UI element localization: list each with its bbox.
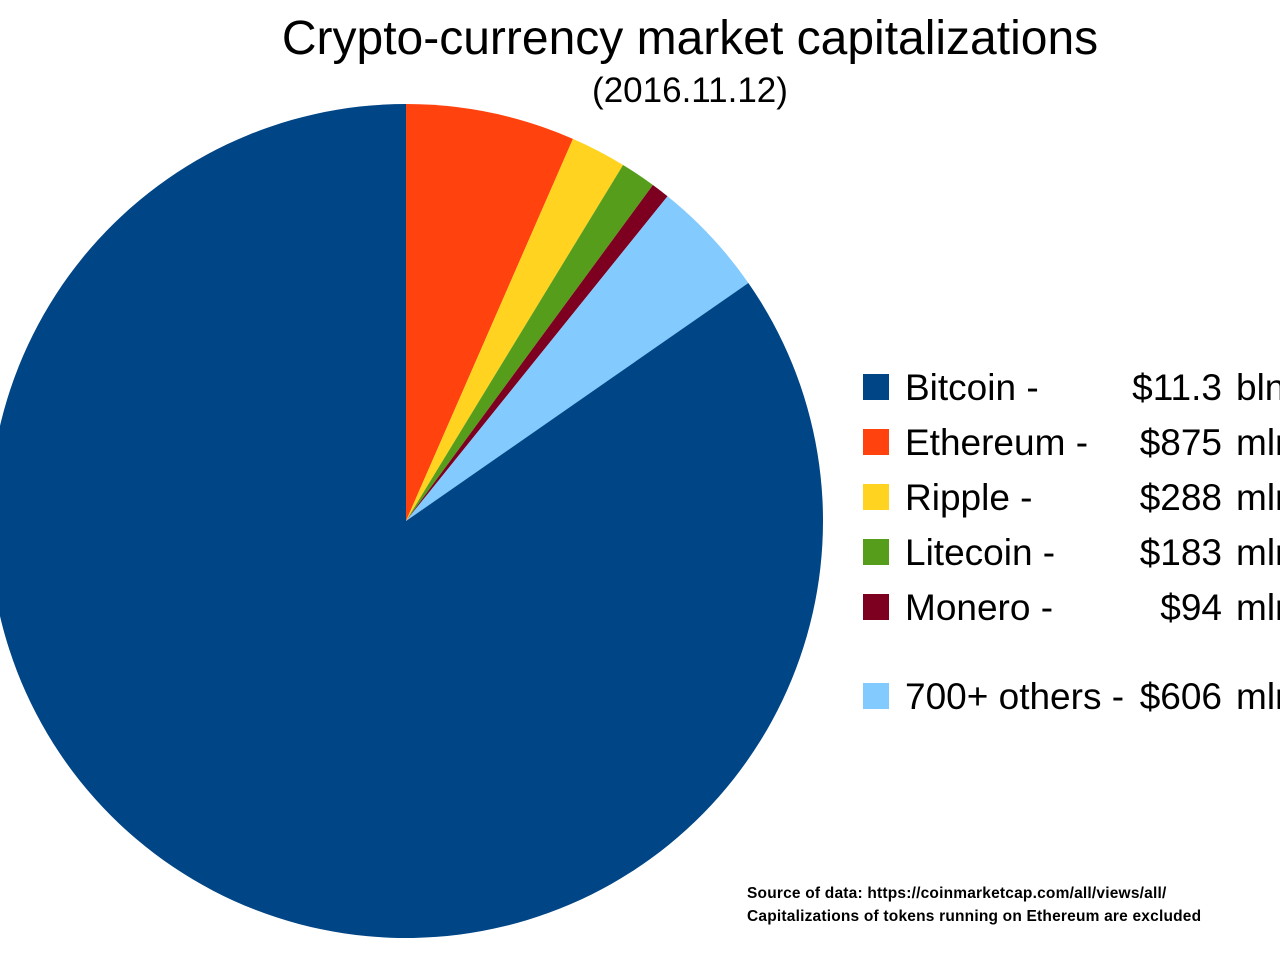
legend-label-700-others: 700+ others -: [905, 676, 1125, 717]
legend-value-litecoin: $183: [1139, 532, 1222, 573]
source-line-2: Capitalizations of tokens running on Eth…: [747, 908, 1202, 925]
legend-item-bitcoin: $11.3 Bitcoin - bln: [850, 360, 1280, 415]
legend-unit-litecoin: mln: [1236, 532, 1280, 573]
source-line-1: Source of data: https://coinmarketcap.co…: [747, 885, 1167, 902]
legend-value-ripple: $288: [1139, 477, 1222, 518]
legend-swatch-bitcoin: [863, 374, 889, 400]
chart-subtitle: (2016.11.12): [592, 71, 788, 110]
legend-value-ethereum: $875: [1139, 422, 1222, 463]
legend-label-monero: Monero -: [905, 587, 1054, 628]
pie-slice-litecoin: [406, 164, 653, 521]
legend-unit-ethereum: mln: [1236, 422, 1280, 463]
legend-unit-bitcoin: bln: [1236, 367, 1280, 408]
pie-slice-ethereum: [406, 104, 573, 521]
legend-item-700-others: $606 700+ others - mln: [850, 669, 1280, 724]
source-note: Source of data: https://coinmarketcap.co…: [747, 882, 1201, 928]
legend-swatch-ripple: [863, 484, 889, 510]
pie-slice-700-others: [406, 196, 749, 521]
legend-swatch-ethereum: [863, 429, 889, 455]
legend-item-ethereum: $875 Ethereum - mln: [850, 415, 1280, 470]
legend-swatch-monero: [863, 594, 889, 620]
legend-unit-monero: mln: [1236, 587, 1280, 628]
legend-label-ripple: Ripple -: [905, 477, 1033, 518]
legend-value-700-others: $606: [1139, 676, 1222, 717]
legend-value-bitcoin: $11.3: [1132, 367, 1222, 408]
legend-swatch-litecoin: [863, 539, 889, 565]
chart-header: Crypto-currency market capitalizations (…: [100, 13, 1280, 111]
legend-swatch-700-others: [863, 683, 889, 709]
legend-item-ripple: $288 Ripple - mln: [850, 470, 1280, 525]
legend-unit-700-others: mln: [1236, 676, 1280, 717]
chart-title: Crypto-currency market capitalizations: [281, 12, 1099, 65]
legend-label-ethereum: Ethereum -: [905, 422, 1089, 463]
legend-value-monero: $94: [1160, 587, 1222, 628]
pie-slice-monero: [406, 184, 668, 521]
legend-label-litecoin: Litecoin -: [905, 532, 1056, 573]
pie-slice-bitcoin: [0, 104, 824, 938]
pie-slice-ripple: [406, 138, 624, 521]
legend-label-bitcoin: Bitcoin -: [905, 367, 1039, 408]
legend: $11.3 Bitcoin - bln $875 Ethereum - mln $288 Ri…: [850, 360, 1280, 724]
legend-item-monero: $94 Monero - mln: [850, 580, 1280, 635]
legend-unit-ripple: mln: [1236, 477, 1280, 518]
legend-item-litecoin: $183 Litecoin - mln: [850, 525, 1280, 580]
